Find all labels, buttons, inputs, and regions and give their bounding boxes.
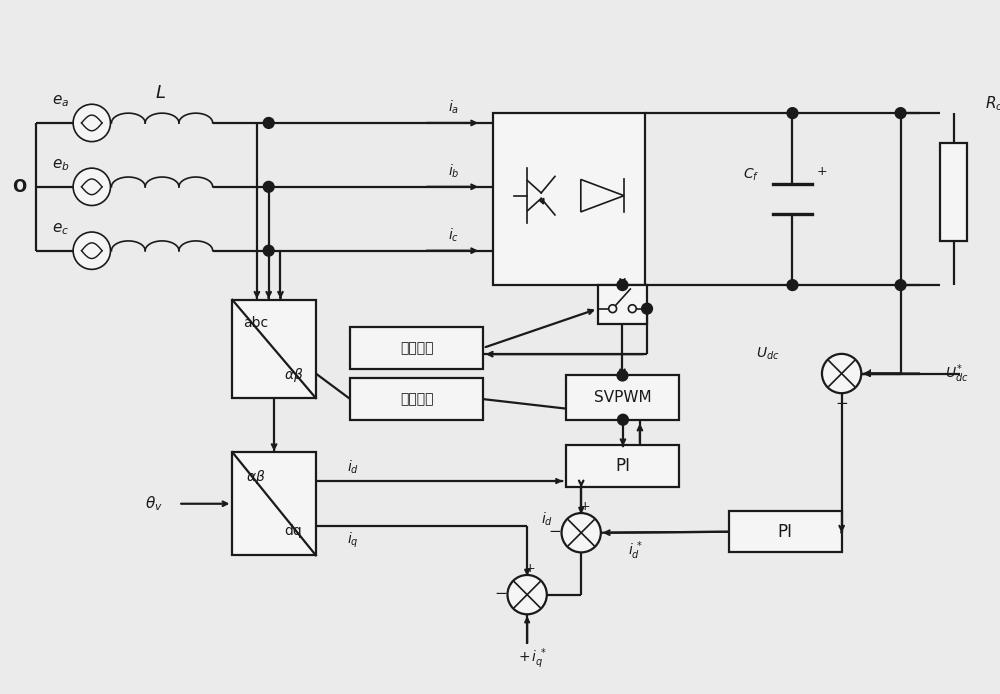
Circle shape <box>609 305 617 312</box>
Text: $U_{dc}$: $U_{dc}$ <box>756 346 780 362</box>
Text: $e_c$: $e_c$ <box>52 221 69 237</box>
Circle shape <box>263 117 274 128</box>
Circle shape <box>73 168 110 205</box>
Circle shape <box>895 108 906 119</box>
Text: $+\,i_q^{\,*}$: $+\,i_q^{\,*}$ <box>518 646 546 671</box>
Bar <box>232 452 316 555</box>
Bar <box>729 511 842 552</box>
Bar <box>566 446 679 486</box>
Text: $i_q$: $i_q$ <box>347 530 359 550</box>
Text: $i_d^{\,*}$: $i_d^{\,*}$ <box>628 539 643 561</box>
Text: $-$: $-$ <box>494 584 507 599</box>
Bar <box>940 142 967 241</box>
Text: $\theta_v$: $\theta_v$ <box>145 494 163 513</box>
Text: $e_b$: $e_b$ <box>52 158 69 173</box>
Text: $i_a$: $i_a$ <box>448 99 459 116</box>
Text: $C_f$: $C_f$ <box>743 167 759 183</box>
Text: $R_o$: $R_o$ <box>985 94 1000 112</box>
Bar <box>232 300 316 398</box>
Circle shape <box>617 370 628 381</box>
Circle shape <box>507 575 547 614</box>
Circle shape <box>642 303 652 314</box>
Circle shape <box>628 305 636 312</box>
Bar <box>493 113 645 285</box>
Circle shape <box>787 108 798 119</box>
Text: $i_b$: $i_b$ <box>448 162 459 180</box>
Circle shape <box>822 354 861 393</box>
Text: $+$: $+$ <box>579 500 590 513</box>
Text: $L$: $L$ <box>155 85 166 103</box>
Text: PI: PI <box>778 523 793 541</box>
Text: $e_a$: $e_a$ <box>52 94 69 109</box>
Text: $\alpha\beta$: $\alpha\beta$ <box>284 366 303 384</box>
Text: abc: abc <box>243 316 268 330</box>
Circle shape <box>562 513 601 552</box>
Polygon shape <box>581 180 624 212</box>
Text: SVPWM: SVPWM <box>594 390 652 405</box>
Text: $i_c$: $i_c$ <box>448 226 459 244</box>
Text: $+$: $+$ <box>524 561 536 575</box>
Text: dq: dq <box>284 523 302 538</box>
Text: PI: PI <box>615 457 630 475</box>
Circle shape <box>73 104 110 142</box>
Text: $+$: $+$ <box>816 165 828 178</box>
Circle shape <box>787 280 798 291</box>
Text: $-$: $-$ <box>835 393 848 409</box>
Text: $\alpha\beta$: $\alpha\beta$ <box>246 468 265 486</box>
Bar <box>350 328 483 369</box>
Bar <box>598 285 647 324</box>
Bar <box>350 378 483 420</box>
Text: $-$: $-$ <box>548 523 561 537</box>
Text: $i_d$: $i_d$ <box>347 459 359 476</box>
Circle shape <box>263 245 274 256</box>
Circle shape <box>73 232 110 269</box>
Text: 容错控制: 容错控制 <box>400 341 433 355</box>
Circle shape <box>895 280 906 291</box>
Text: $U_{dc}^{*}$: $U_{dc}^{*}$ <box>945 362 968 385</box>
Circle shape <box>263 181 274 192</box>
Bar <box>566 375 679 420</box>
Circle shape <box>618 414 628 425</box>
Circle shape <box>617 280 628 291</box>
Text: O: O <box>12 178 26 196</box>
Text: 故障信息: 故障信息 <box>400 392 433 406</box>
Text: $i_d$: $i_d$ <box>541 510 553 527</box>
Text: $+$: $+$ <box>864 367 875 380</box>
